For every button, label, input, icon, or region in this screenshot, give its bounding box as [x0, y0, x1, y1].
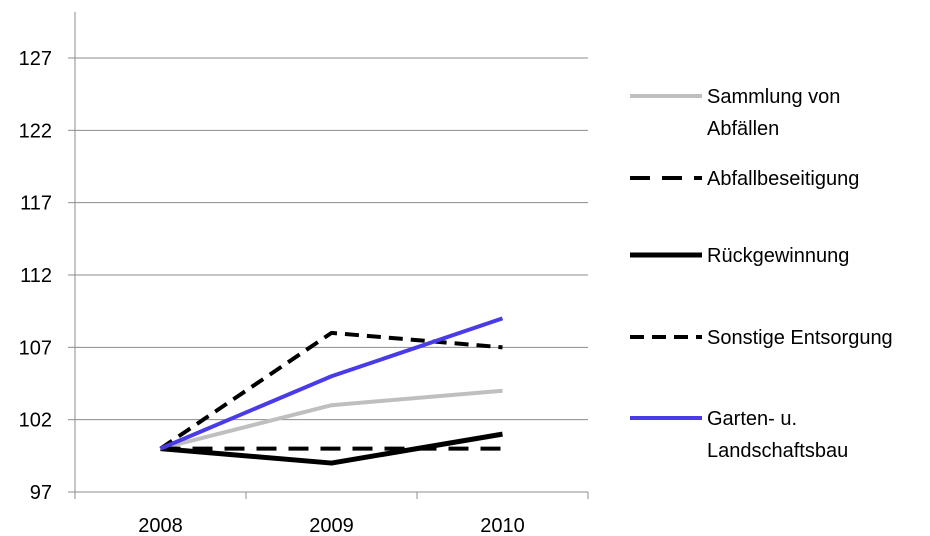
x-tick-label: 2009	[309, 515, 354, 536]
series-line-4	[159, 330, 503, 451]
x-tick-label: 2010	[480, 515, 525, 536]
series-line-3	[160, 431, 503, 466]
y-tick-label: 112	[20, 265, 52, 287]
legend-label: Rückgewinnung	[707, 245, 849, 267]
legend: Sammlung von Abfällen Abfallbeseitigung Rüc…	[630, 86, 893, 462]
y-tick-label: 107	[19, 337, 52, 359]
legend-label: Sammlung von	[707, 86, 840, 108]
axes: 97 102 107 112 117 122 127 2008 2009 2010	[19, 12, 589, 536]
legend-label: Garten- u.	[707, 408, 797, 430]
y-tick-label: 117	[20, 193, 52, 215]
y-tick-label: 97	[30, 482, 52, 504]
legend-label: Abfällen	[707, 118, 779, 140]
series-line-5	[159, 316, 504, 451]
series-lines	[159, 316, 504, 466]
legend-label: Landschaftsbau	[707, 440, 848, 462]
legend-label: Sonstige Entsorgung	[707, 327, 893, 349]
y-tick-label: 127	[19, 48, 52, 70]
x-tick-label: 2008	[138, 515, 183, 536]
legend-label: Abfallbeseitigung	[707, 168, 859, 190]
gridlines	[75, 57, 588, 421]
y-tick-label: 102	[19, 410, 52, 432]
series-line-1	[160, 388, 503, 451]
y-tick-label: 122	[19, 120, 52, 142]
